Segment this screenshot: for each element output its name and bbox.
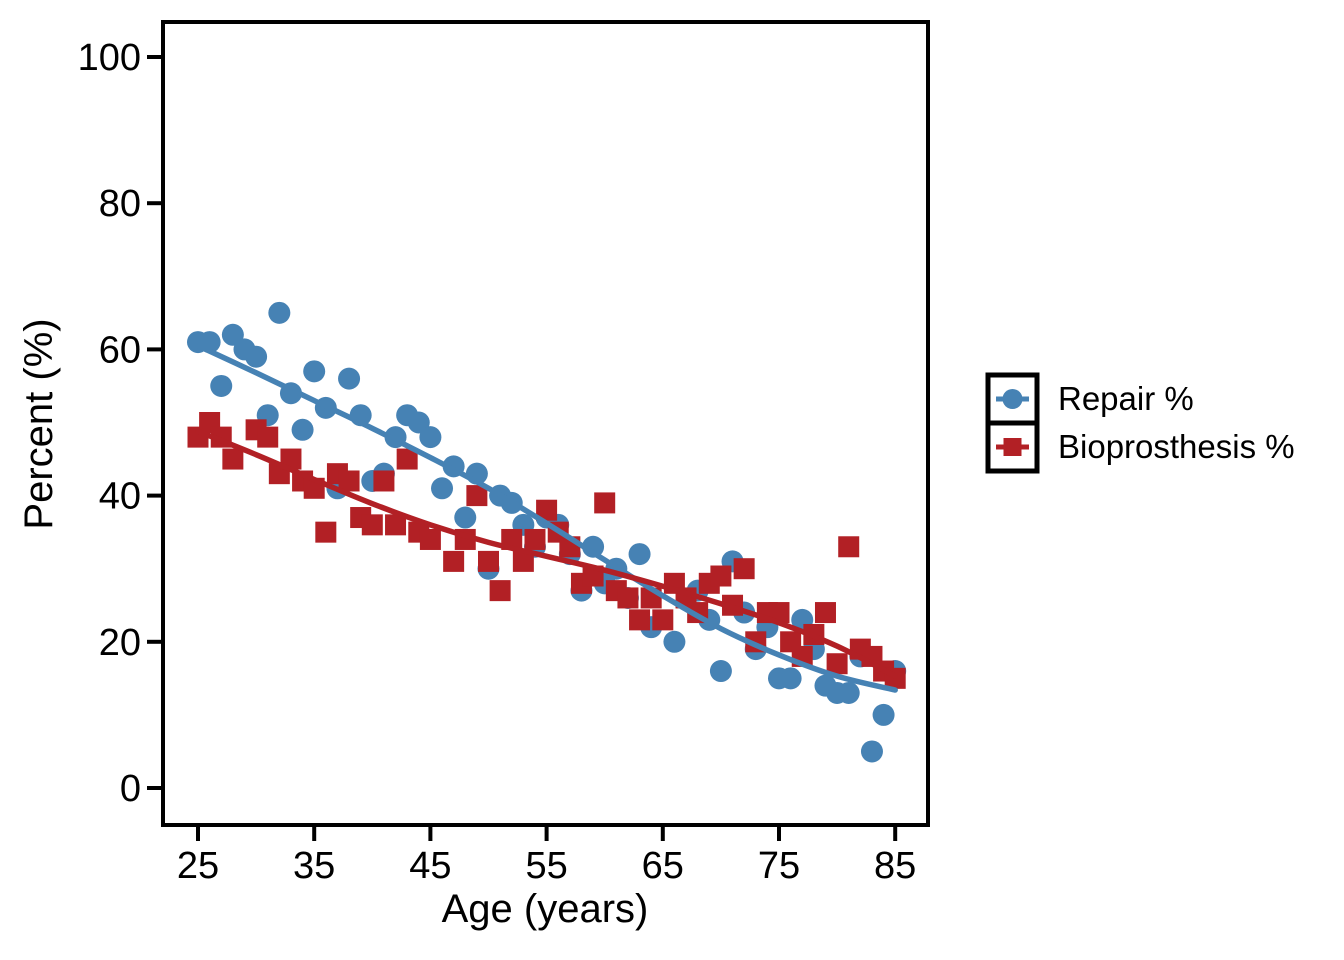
repair-point — [245, 345, 268, 368]
bioprosthesis-point — [814, 602, 836, 624]
y-tick-label: 0 — [120, 768, 141, 810]
legend-label-bioprosthesis: Bioprosthesis % — [1058, 428, 1295, 465]
plot-panel — [161, 20, 930, 827]
trend-lines — [195, 342, 898, 693]
x-tick-label: 35 — [293, 845, 335, 887]
x-axis-title: Age (years) — [442, 887, 649, 931]
repair-point — [837, 681, 860, 704]
repair-point — [338, 367, 361, 390]
bioprosthesis-point — [257, 426, 279, 448]
bioprosthesis-point — [594, 492, 616, 514]
x-tick-label: 75 — [758, 845, 800, 887]
bioprosthesis-point — [222, 448, 244, 470]
y-tick-label: 100 — [78, 37, 141, 79]
repair-point — [860, 740, 883, 763]
x-tick-label: 45 — [409, 845, 451, 887]
x-tick-label: 55 — [525, 845, 567, 887]
bioprosthesis-point — [443, 550, 465, 572]
y-axis-title: Percent (%) — [17, 318, 61, 529]
x-tick-label: 65 — [642, 845, 684, 887]
legend-repair-marker-icon — [1002, 389, 1023, 409]
bioprosthesis-point — [617, 587, 639, 609]
legend-bioprosthesis-marker-icon — [1003, 438, 1022, 456]
bioprosthesis-point — [512, 550, 534, 572]
x-tick-label: 25 — [177, 845, 219, 887]
bioprosthesis-trend-line — [195, 428, 898, 679]
repair-point — [663, 630, 686, 653]
legend-label-repair: Repair % — [1058, 380, 1194, 417]
repair-point — [431, 477, 454, 500]
bioprosthesis-point — [536, 499, 558, 521]
bioprosthesis-point — [385, 514, 407, 536]
repair-point — [709, 660, 732, 683]
bioprosthesis-point — [733, 558, 755, 580]
bioprosthesis-point — [315, 521, 337, 543]
repair-trend-line — [195, 342, 898, 693]
bioprosthesis-point — [524, 528, 546, 550]
repair-point — [419, 426, 442, 449]
bioprosthesis-point — [396, 448, 418, 470]
bioprosthesis-point — [466, 485, 488, 507]
bioprosthesis-point — [419, 528, 441, 550]
x-tick-label: 85 — [874, 845, 916, 887]
bioprosthesis-point — [826, 653, 848, 675]
bioprosthesis-point — [710, 565, 732, 587]
bioprosthesis-point — [489, 580, 511, 602]
repair-point — [779, 667, 802, 690]
repair-point — [872, 703, 895, 726]
y-tick-label: 40 — [99, 476, 141, 518]
bioprosthesis-point — [838, 536, 860, 558]
repair-point — [454, 506, 477, 529]
y-tick-label: 80 — [99, 183, 141, 225]
bioprosthesis-point — [373, 470, 395, 492]
y-axis-ticks: 0 20 40 60 80 100 — [78, 37, 161, 810]
bioprosthesis-point — [629, 609, 651, 631]
bioprosthesis-point — [361, 514, 383, 536]
repair-point — [628, 543, 651, 566]
y-tick-label: 60 — [99, 329, 141, 371]
bioprosthesis-point — [652, 609, 674, 631]
y-tick-label: 20 — [99, 622, 141, 664]
x-axis-ticks: 25 35 45 55 65 75 85 — [177, 827, 916, 887]
bioprosthesis-point — [768, 602, 790, 624]
repair-point — [291, 418, 314, 441]
bioprosthesis-point — [478, 550, 499, 572]
legend: Repair % Bioprosthesis % — [985, 372, 1295, 474]
repair-point — [210, 374, 233, 397]
repair-point — [303, 360, 326, 383]
repair-point — [268, 301, 291, 324]
bioprosthesis-point — [338, 470, 360, 492]
